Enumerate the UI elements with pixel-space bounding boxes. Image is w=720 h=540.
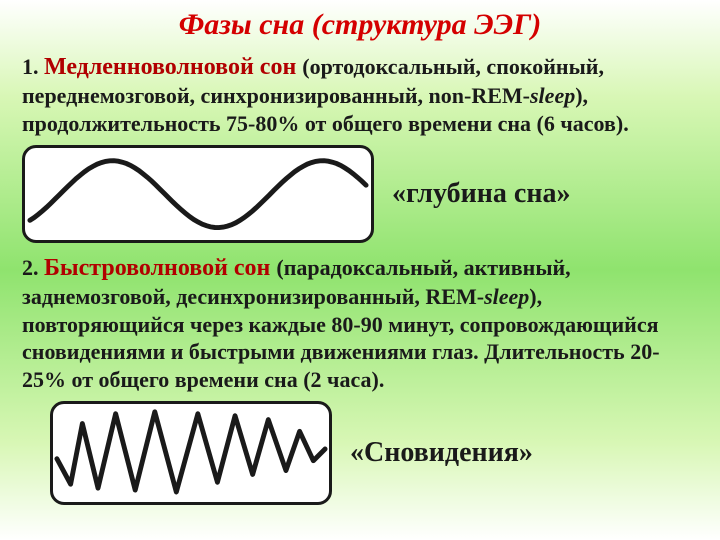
section-1-wave-row: «глубина сна»: [22, 145, 698, 243]
fast-wave-path: [57, 412, 325, 492]
section-2-text: 2. Быстроволновой сон (парадоксальный, а…: [22, 253, 698, 393]
section-2-number: 2.: [22, 255, 44, 280]
section-1-body-italic: sleep: [530, 83, 575, 108]
section-1-text: 1. Медленноволновой сон (ортодоксальный,…: [22, 52, 698, 137]
slow-wave-icon: [25, 146, 371, 242]
slow-wave-label: «глубина сна»: [392, 178, 570, 210]
fast-wave-label: «Сновидения»: [350, 437, 533, 469]
fast-wave-box: [50, 401, 332, 505]
section-1-number: 1.: [22, 54, 44, 79]
section-2-body-italic: sleep: [484, 284, 529, 309]
slow-wave-path: [30, 161, 366, 228]
section-2-wave-row: «Сновидения»: [50, 401, 698, 505]
slide-title: Фазы сна (структура ЭЭГ): [22, 8, 698, 42]
section-1-heading: Медленноволновой сон: [44, 54, 302, 80]
slow-wave-box: [22, 145, 374, 243]
slide: Фазы сна (структура ЭЭГ) 1. Медленноволн…: [0, 0, 720, 540]
fast-wave-icon: [53, 402, 329, 504]
section-2-heading: Быстроволновой сон: [44, 255, 276, 281]
